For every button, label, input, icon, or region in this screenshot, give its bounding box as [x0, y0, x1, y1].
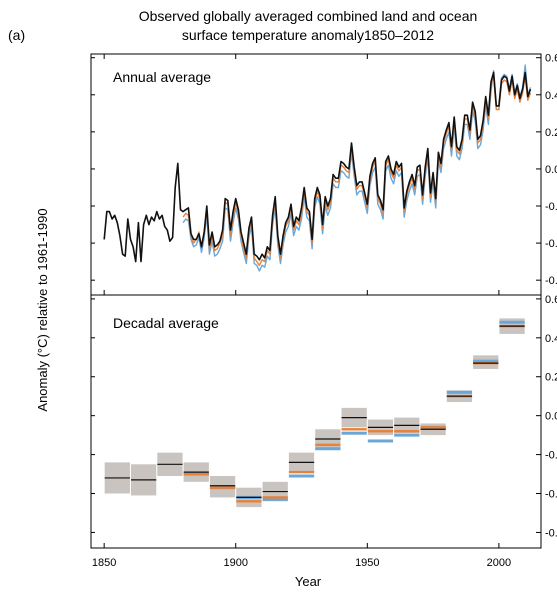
decade-blue-mark — [499, 320, 525, 324]
decadal-ytick-label: 0.0 — [545, 411, 557, 423]
decade-blue-mark — [262, 497, 288, 501]
decadal-average-panel: Decadal average -0.6 -0.4 -0.2 0.0 0.2 0.4 0.6… — [90, 54, 557, 569]
x-axis-label: Year — [295, 574, 322, 589]
annual-panel-frame — [90, 53, 542, 296]
annual-ytick-label: -0.2 — [545, 201, 557, 213]
decade-blue-mark — [315, 447, 341, 451]
x-tick-label: 1950 — [355, 557, 379, 569]
decadal-y-axis: -0.6 -0.4 -0.2 0.0 0.2 0.4 0.6 — [91, 294, 557, 539]
annual-series-lines — [103, 64, 532, 272]
decade-orange-mark — [367, 430, 394, 433]
decadal-ytick-label: -0.4 — [545, 489, 557, 501]
annual-series-line-orange — [182, 75, 532, 266]
decadal-ytick-label: -0.2 — [545, 450, 557, 462]
decade-blue-mark — [446, 390, 473, 394]
decade-blue-mark — [288, 474, 315, 478]
year-x-axis: 1850 1900 1950 2000 — [92, 54, 511, 569]
x-tick-label: 2000 — [487, 557, 511, 569]
decadal-ytick-label: -0.6 — [545, 527, 557, 539]
annual-ytick-label: 0.0 — [545, 164, 557, 176]
decade-orange-mark — [262, 496, 288, 499]
annual-ytick-label: 0.2 — [545, 127, 557, 139]
x-tick-label: 1900 — [223, 557, 247, 569]
annual-panel-title: Annual average — [113, 69, 211, 85]
panel-tag: (a) — [8, 27, 25, 43]
decade-blue-mark — [473, 359, 499, 363]
decade-orange-mark — [315, 443, 341, 447]
decade-orange-mark — [420, 426, 446, 429]
decade-blue-mark — [341, 431, 367, 435]
decade-blue-mark — [367, 439, 394, 443]
annual-series-line-blue — [182, 64, 532, 272]
annual-y-axis: -0.6 -0.4 -0.2 0.0 0.2 0.4 0.6 — [91, 53, 557, 287]
annual-ytick-label: 0.6 — [545, 53, 557, 65]
figure-title-line-1: Observed globally averaged combined land… — [139, 8, 478, 24]
decade-blue-mark — [394, 433, 420, 437]
annual-average-panel: Annual average -0.6 -0.4 -0.2 0.0 0.2 0.4 0.6 — [90, 53, 557, 296]
figure-title-line-2: surface temperature anomaly1850–2012 — [182, 27, 434, 43]
decadal-panel-frame — [90, 294, 542, 549]
annual-ytick-label: -0.4 — [545, 238, 557, 250]
decadal-bars — [104, 318, 525, 508]
decadal-ytick-label: 0.2 — [545, 372, 557, 384]
x-tick-label: 1850 — [92, 557, 116, 569]
annual-ytick-label: 0.4 — [545, 90, 557, 102]
decade-orange-mark — [236, 500, 262, 503]
decadal-panel-title: Decadal average — [113, 315, 219, 331]
decade-orange-mark — [209, 486, 236, 489]
y-axis-label: Anomaly (°C) relative to 1961-1990 — [35, 208, 50, 411]
decadal-ytick-label: 0.6 — [545, 294, 557, 306]
decade-orange-mark — [288, 470, 315, 474]
decadal-ytick-label: 0.4 — [545, 333, 557, 345]
decade-orange-mark — [394, 430, 420, 433]
decade-orange-mark — [183, 472, 209, 476]
annual-ytick-label: -0.6 — [545, 275, 557, 287]
decade-orange-mark — [341, 428, 367, 431]
annual-series-line-black — [103, 71, 532, 263]
